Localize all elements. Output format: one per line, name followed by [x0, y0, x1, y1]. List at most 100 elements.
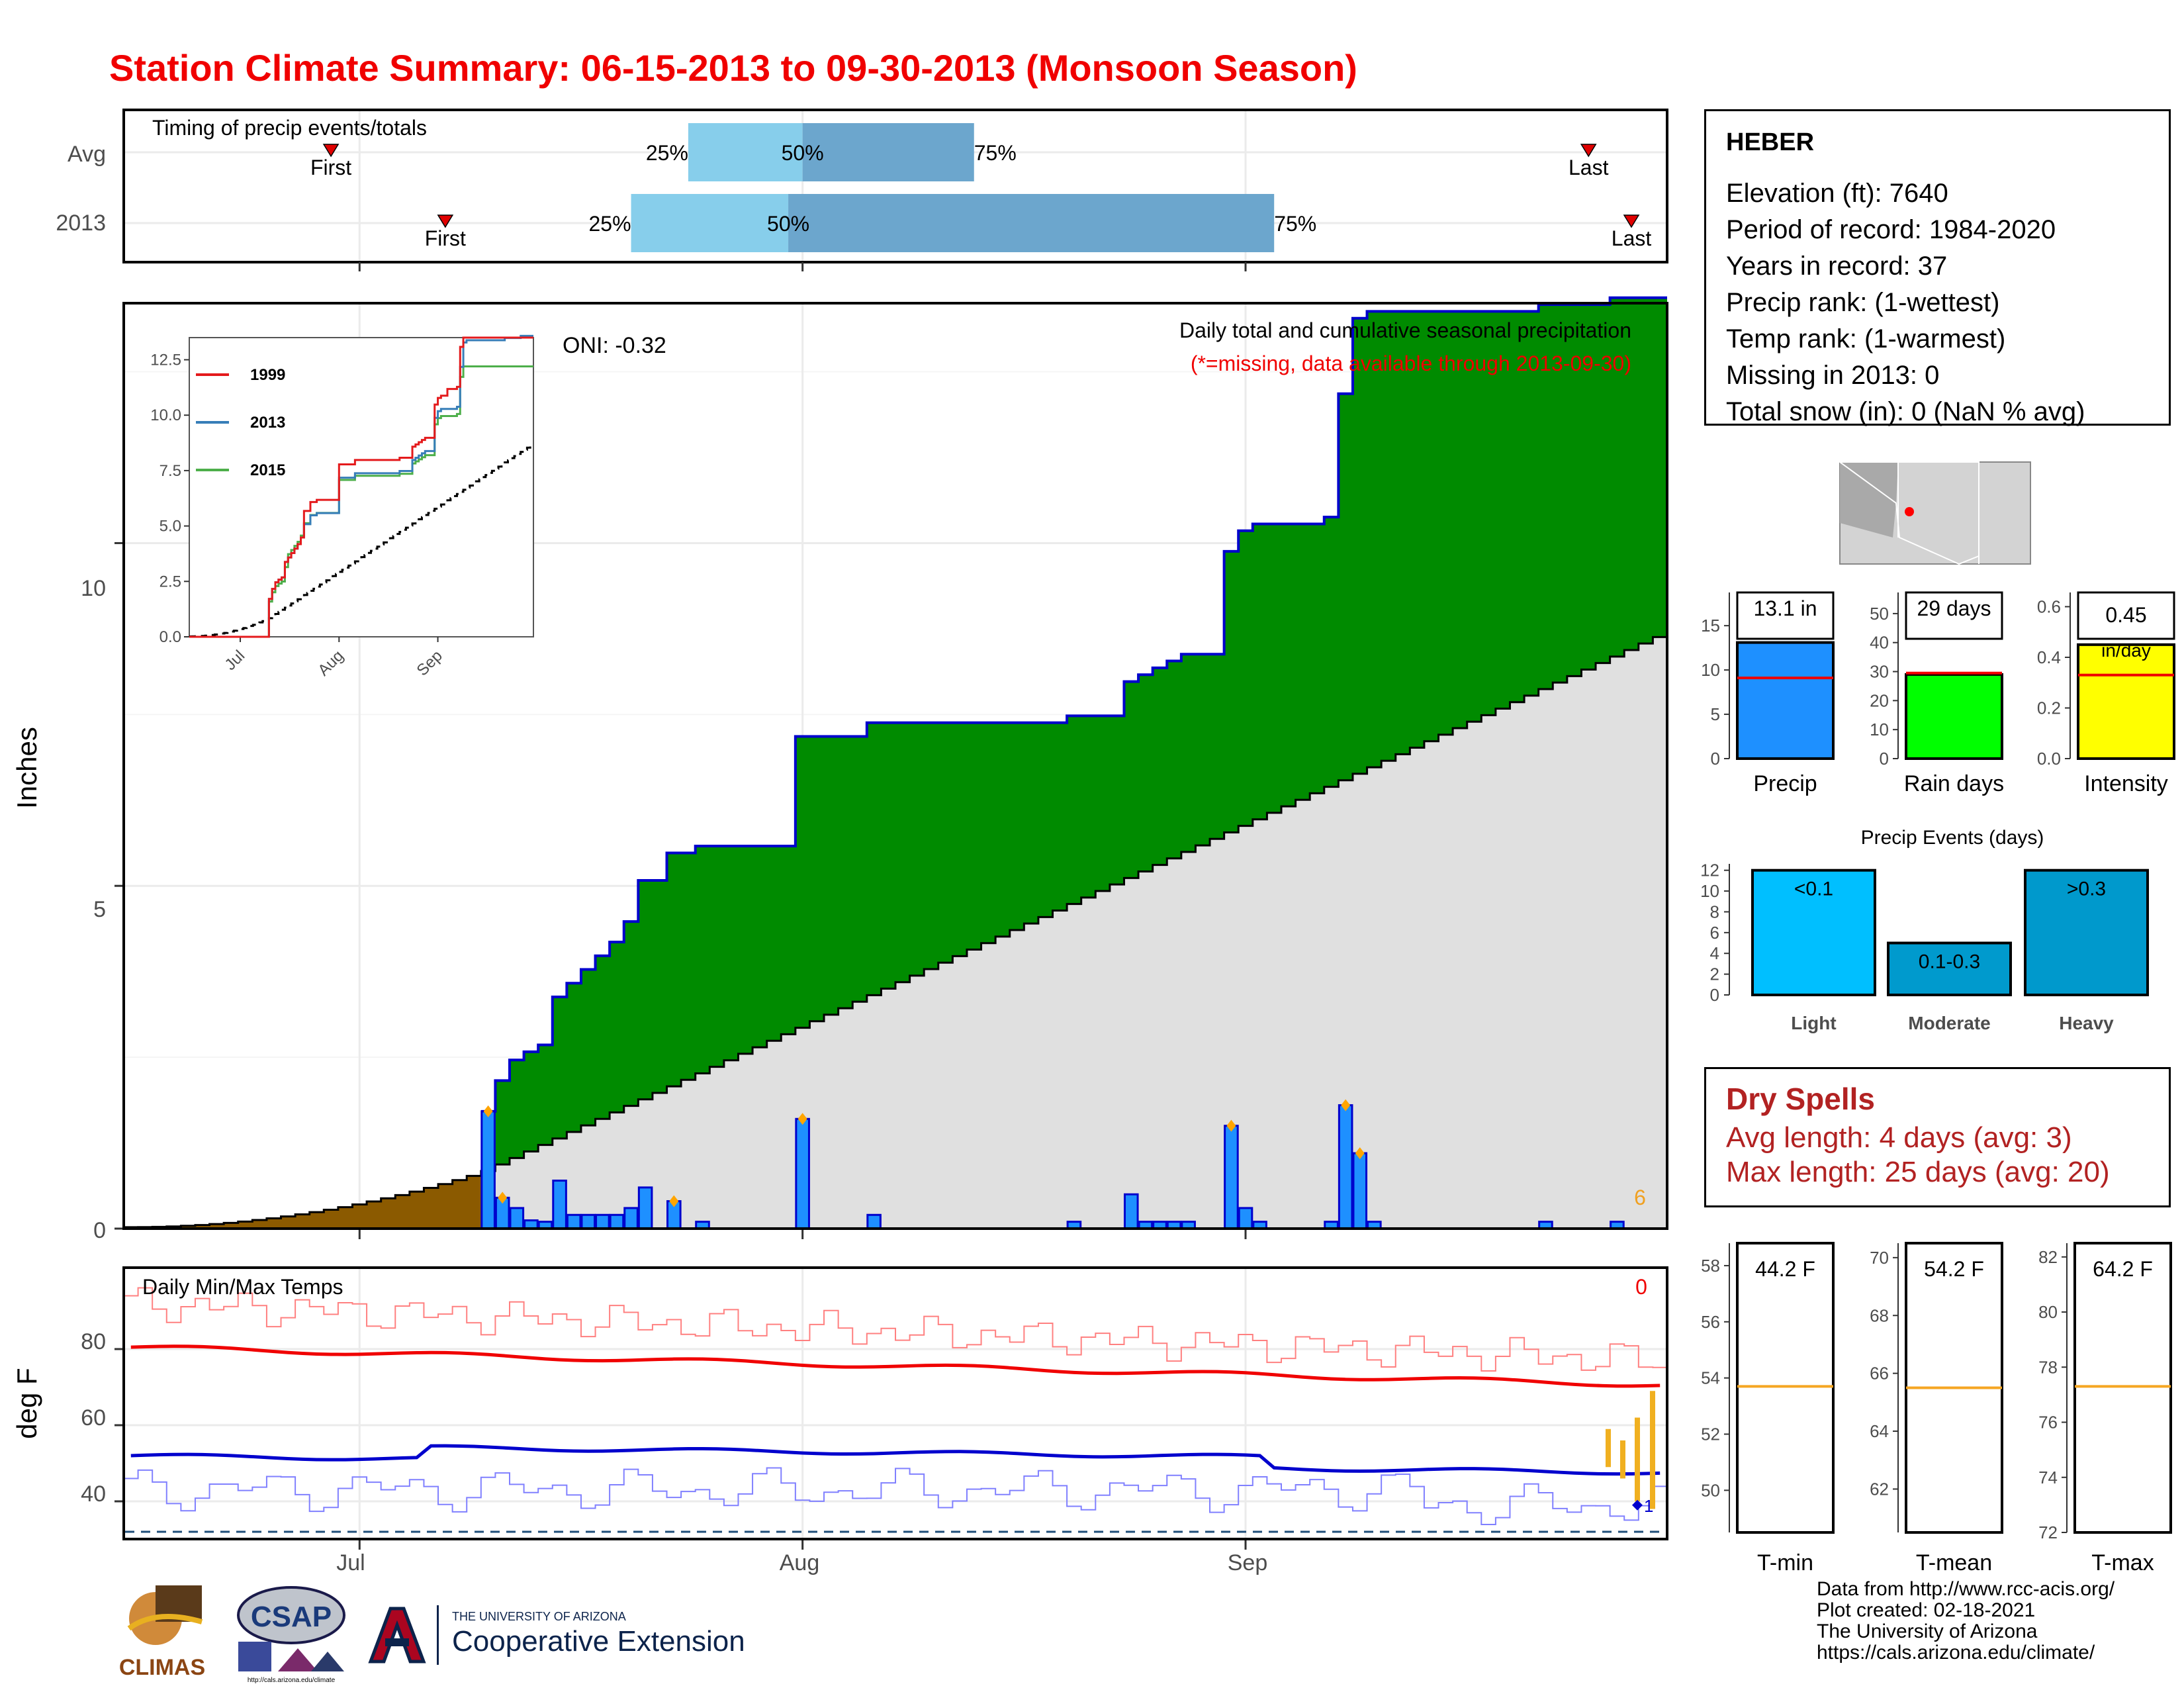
summary-value: 29 days — [1917, 596, 1991, 620]
events-bar-moderate — [1887, 941, 2012, 996]
xtick-aug: Aug — [780, 1550, 820, 1575]
temp-box-value: 64.2 F — [2093, 1257, 2153, 1281]
station-location-marker — [1905, 507, 1914, 516]
events-bin-label: 0.1-0.3 — [1919, 951, 1980, 973]
climatology-area — [124, 637, 1667, 1229]
daily-precip-bar — [1352, 1152, 1368, 1230]
temp-box-tick-label: 54 — [1701, 1368, 1720, 1388]
inset-legend-label: 1999 — [250, 366, 285, 384]
summary-bar-2 — [2077, 643, 2175, 760]
temp-box-tick-label: 62 — [1870, 1479, 1889, 1499]
summary-tick-label: 30 — [1870, 662, 1889, 682]
daily-max-temp-line — [124, 1287, 1667, 1372]
summary-value: 0.45 — [2105, 603, 2146, 627]
timing-first-marker — [322, 144, 340, 158]
svg-text:http://cals.arizona.edu/climat: http://cals.arizona.edu/climate — [248, 1677, 336, 1684]
temp-lines: 1 — [124, 1287, 1667, 1525]
summary-tick-label: 0.2 — [2037, 698, 2061, 718]
temp-box-label: T-min — [1757, 1550, 1813, 1575]
temp-box-tick-label: 52 — [1701, 1425, 1720, 1444]
summary-tick-label: 10 — [1701, 660, 1720, 680]
temp-frame — [122, 1266, 1668, 1540]
summary-tick-label: 15 — [1701, 616, 1720, 635]
svg-text:CLIMAS: CLIMAS — [119, 1655, 205, 1680]
record-low-count: 1 — [1644, 1496, 1653, 1516]
station-snow: Total snow (in): 0 (NaN % avg) — [1726, 397, 2085, 426]
events-tick-label: 12 — [1700, 861, 1719, 880]
summary-label: Intensity — [2084, 771, 2168, 796]
summary-value-box — [2077, 591, 2175, 640]
temp-box-0 — [1736, 1242, 1835, 1534]
svg-text:CSAP: CSAP — [251, 1601, 332, 1633]
ytick-10: 10 — [81, 576, 106, 601]
events-tick-label: 0 — [1710, 985, 1719, 1005]
timing-row-avg-label: Avg — [68, 142, 106, 167]
deficit-area — [124, 1176, 481, 1229]
timing-bar-q1 — [688, 123, 803, 181]
station-missing: Missing in 2013: 0 — [1726, 361, 1940, 390]
cumulative-line — [480, 296, 1667, 1113]
temp-box-tick-label: 74 — [2038, 1468, 2058, 1487]
summary-value: 13.1 in — [1753, 596, 1817, 620]
event-marker — [483, 1105, 493, 1117]
oni-value: ONI: -0.32 — [563, 333, 666, 358]
timing-pct-label: 25% — [588, 212, 631, 236]
temp-box-value: 44.2 F — [1755, 1257, 1815, 1281]
summary-tick-label: 0.0 — [2037, 749, 2061, 769]
events-bin-label: <0.1 — [1794, 878, 1833, 900]
station-name: HEBER — [1726, 128, 1815, 156]
inset-ytick-label: 0.0 — [159, 628, 181, 646]
daily-precip-bar — [1238, 1207, 1253, 1230]
timing-first-label: First — [425, 226, 466, 250]
daily-precip-bar — [1224, 1125, 1239, 1230]
temp-box-tick-label: 80 — [2038, 1302, 2058, 1322]
temp-box-tick-label: 82 — [2038, 1247, 2058, 1267]
daily-precip-bar — [595, 1213, 610, 1230]
events-category-label: Light — [1791, 1013, 1836, 1033]
timing-bar-q1 — [631, 194, 789, 252]
temp-box-tick-label: 58 — [1701, 1256, 1720, 1276]
inset-legend-label: 2015 — [250, 461, 285, 479]
timing-last-marker — [1580, 144, 1597, 158]
timing-pct-label: 50% — [782, 141, 824, 165]
corner-count: 6 — [1634, 1186, 1646, 1209]
timing-bars: 25% 50% 75% First Last 25% 50% 75% First Last — [310, 123, 1651, 252]
daily-precip-bar — [866, 1213, 882, 1230]
summary-unit: in/day — [2101, 640, 2151, 661]
daily-precip-bar — [1338, 1104, 1353, 1230]
daily-precip-bar — [509, 1207, 525, 1230]
summary-tick-label: 10 — [1870, 720, 1889, 739]
ua-coop-ext: Cooperative Extension — [452, 1625, 745, 1658]
daily-precip-bar — [623, 1207, 639, 1230]
timing-row-2013-label: 2013 — [56, 211, 106, 236]
daily-precip-bar — [1123, 1193, 1139, 1230]
normal-max-temp-line — [130, 1344, 1661, 1388]
inset-ytick-label: 12.5 — [150, 351, 181, 369]
dry-spells-avg: Avg length: 4 days (avg: 3) — [1726, 1121, 2072, 1154]
temp-boxes: 50 52 54 56 58 44.2 F T-min 62 64 66 68 70 54.2 F T-m… — [1701, 1242, 2172, 1575]
dry-spells-title: Dry Spells — [1726, 1082, 1875, 1116]
missing-note: (*=missing, data available through 2013-… — [1191, 352, 1631, 375]
summary-bar-0 — [1736, 641, 1835, 760]
timing-bar-q2 — [802, 123, 974, 181]
timing-pct-label: 75% — [974, 141, 1017, 165]
temp-box-label: T-max — [2091, 1550, 2154, 1575]
events-tick-label: 2 — [1710, 964, 1719, 984]
events-bar-light — [1751, 868, 1876, 996]
temp-label: Daily Min/Max Temps — [142, 1275, 343, 1299]
temp-box-label: T-mean — [1916, 1550, 1992, 1575]
ytick-0: 0 — [93, 1218, 106, 1243]
events-bar-heavy — [2024, 868, 2149, 996]
timing-bar-q2 — [788, 194, 1275, 252]
precip-areas — [124, 296, 1667, 1229]
summary-tick-label: 0 — [1880, 749, 1889, 769]
page-title: Station Climate Summary: 06-15-2013 to 0… — [109, 47, 1357, 89]
dry-spells-max: Max length: 25 days (avg: 20) — [1726, 1156, 2110, 1188]
summary-tick-label: 20 — [1870, 690, 1889, 710]
station-years: Years in record: 37 — [1726, 252, 1948, 281]
summary-bars: 0 5 10 15 13.1 in Precip 0 10 20 30 40 50 29 days Rai… — [1701, 591, 2175, 796]
inset-frame — [189, 337, 534, 637]
